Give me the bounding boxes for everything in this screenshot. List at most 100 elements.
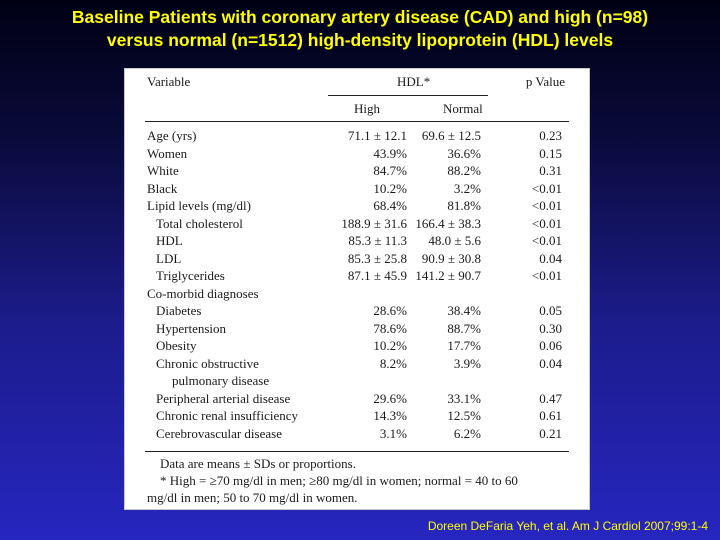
table-row: Obesity 10.2% 17.7% 0.06	[125, 337, 589, 355]
cell-high: 85.3 ± 25.8	[347, 250, 407, 266]
header-high: High	[354, 101, 380, 116]
table-panel: Variable HDL* p Value High Normal Age (y…	[124, 68, 590, 510]
group-rule	[328, 95, 488, 96]
cell-pvalue: <0.01	[531, 180, 562, 196]
cell-normal: 81.8%	[447, 198, 481, 213]
cell-high: 10.2%	[373, 338, 407, 353]
table-row: Diabetes 28.6% 38.4% 0.05	[125, 302, 589, 320]
row-label: LDL	[156, 250, 182, 266]
cell-high: 188.9 ± 31.6	[341, 215, 407, 231]
cell-high: 3.1%	[379, 425, 407, 441]
table-row: Black 10.2% 3.2% <0.01	[125, 180, 589, 198]
bottom-rule	[145, 451, 569, 452]
cell-pvalue: 0.06	[539, 338, 562, 353]
cell-normal: 38.4%	[447, 303, 481, 318]
table-row: Co-morbid diagnoses	[125, 285, 589, 303]
row-label: Triglycerides	[156, 268, 225, 283]
table-row: Cerebrovascular disease 3.1% 6.2% 0.21	[125, 425, 589, 443]
cell-normal: 12.5%	[447, 408, 481, 423]
cell-high: 71.1 ± 12.1	[347, 128, 407, 143]
row-label: Diabetes	[156, 303, 202, 318]
cell-pvalue: <0.01	[531, 215, 562, 231]
row-label: Hypertension	[156, 320, 227, 336]
cell-normal: 33.1%	[447, 390, 481, 406]
table-row: Peripheral arterial disease 29.6% 33.1% 0.4…	[125, 390, 589, 408]
cell-pvalue: 0.23	[539, 128, 562, 143]
cell-pvalue: 0.15	[539, 145, 562, 161]
cell-normal: 36.6%	[447, 145, 481, 161]
cell-normal: 141.2 ± 90.7	[415, 268, 481, 283]
header-variable: Variable	[147, 74, 191, 89]
footnote-2b: mg/dl in men; 50 to 70 mg/dl in women.	[147, 490, 358, 505]
title-line-1: Baseline Patients with coronary artery d…	[71, 7, 649, 27]
cell-pvalue: <0.01	[531, 268, 562, 283]
cell-pvalue: 0.05	[539, 303, 562, 318]
table-row: Chronic renal insufficiency 14.3% 12.5% 0.6…	[125, 407, 589, 425]
cell-pvalue: 0.21	[539, 425, 562, 441]
cell-normal: 69.6 ± 12.5	[421, 128, 481, 143]
header-pvalue: p Value	[525, 74, 565, 89]
row-label: Obesity	[156, 338, 197, 353]
cell-pvalue: 0.61	[539, 408, 562, 423]
cell-pvalue: <0.01	[531, 233, 562, 248]
cell-high: 10.2%	[373, 180, 407, 196]
cell-normal: 90.9 ± 30.8	[421, 250, 481, 266]
title-line-2: versus normal (n=1512) high-density lipo…	[106, 30, 614, 50]
cell-pvalue: 0.04	[539, 355, 562, 371]
table-row: Women 43.9% 36.6% 0.15	[125, 145, 589, 163]
cell-normal: 88.2%	[447, 163, 481, 178]
row-label: Chronic renal insufficiency	[156, 408, 298, 423]
cell-high: 8.2%	[379, 355, 407, 371]
row-label: Women	[147, 145, 188, 161]
cell-normal: 88.7%	[447, 320, 481, 336]
row-label: Total cholesterol	[156, 215, 243, 231]
cell-high: 78.6%	[373, 320, 407, 336]
header-normal: Normal	[443, 101, 483, 116]
row-label: HDL	[156, 233, 183, 248]
cell-high: 43.9%	[373, 145, 407, 161]
cell-normal: 17.7%	[447, 338, 481, 353]
table-row: Chronic obstructive 8.2% 3.9% 0.04	[125, 355, 589, 373]
cell-high: 28.6%	[373, 303, 407, 318]
cell-high: 68.4%	[373, 198, 407, 213]
row-label: Co-morbid diagnoses	[147, 285, 259, 301]
header-rule	[145, 121, 569, 122]
table-row: HDL 85.3 ± 11.3 48.0 ± 5.6 <0.01	[125, 232, 589, 250]
cell-high: 14.3%	[373, 408, 407, 423]
cell-pvalue: 0.47	[539, 390, 562, 406]
table-row: Age (yrs) 71.1 ± 12.1 69.6 ± 12.5 0.23	[125, 127, 589, 145]
table-row: LDL 85.3 ± 25.8 90.9 ± 30.8 0.04	[125, 250, 589, 268]
row-label: Black	[147, 180, 178, 196]
table-row: Triglycerides 87.1 ± 45.9 141.2 ± 90.7 <0.0…	[125, 267, 589, 285]
cell-high: 84.7%	[373, 163, 407, 178]
cell-normal: 6.2%	[453, 425, 481, 441]
row-label: White	[147, 163, 179, 178]
table-row: Total cholesterol 188.9 ± 31.6 166.4 ± 38.…	[125, 215, 589, 233]
row-label: pulmonary disease	[172, 373, 270, 388]
cell-pvalue: 0.04	[539, 250, 562, 266]
cell-pvalue: 0.30	[539, 320, 562, 336]
cell-pvalue: <0.01	[531, 198, 562, 213]
footnote-1: Data are means ± SDs or proportions.	[160, 456, 356, 471]
cell-normal: 3.2%	[453, 180, 481, 196]
cell-high: 85.3 ± 11.3	[348, 233, 407, 248]
cell-normal: 48.0 ± 5.6	[428, 233, 481, 248]
row-label: Cerebrovascular disease	[156, 425, 282, 441]
cell-normal: 3.9%	[453, 355, 481, 371]
table-row: pulmonary disease	[125, 372, 589, 390]
cell-pvalue: 0.31	[539, 163, 562, 178]
row-label: Chronic obstructive	[156, 355, 259, 371]
slide-title: Baseline Patients with coronary artery d…	[0, 6, 720, 52]
citation: Doreen DeFaria Yeh, et al. Am J Cardiol …	[427, 519, 708, 533]
table-row: White 84.7% 88.2% 0.31	[125, 162, 589, 180]
cell-high: 87.1 ± 45.9	[347, 268, 407, 283]
footnote-2a: * High = ≥70 mg/dl in men; ≥80 mg/dl in …	[160, 473, 518, 488]
row-label: Age (yrs)	[147, 128, 197, 143]
row-label: Lipid levels (mg/dl)	[147, 198, 251, 213]
cell-normal: 166.4 ± 38.3	[415, 215, 481, 231]
cell-high: 29.6%	[373, 390, 407, 406]
row-label: Peripheral arterial disease	[156, 390, 291, 406]
header-hdl: HDL*	[397, 74, 431, 89]
table-row: Hypertension 78.6% 88.7% 0.30	[125, 320, 589, 338]
table-row: Lipid levels (mg/dl) 68.4% 81.8% <0.01	[125, 197, 589, 215]
